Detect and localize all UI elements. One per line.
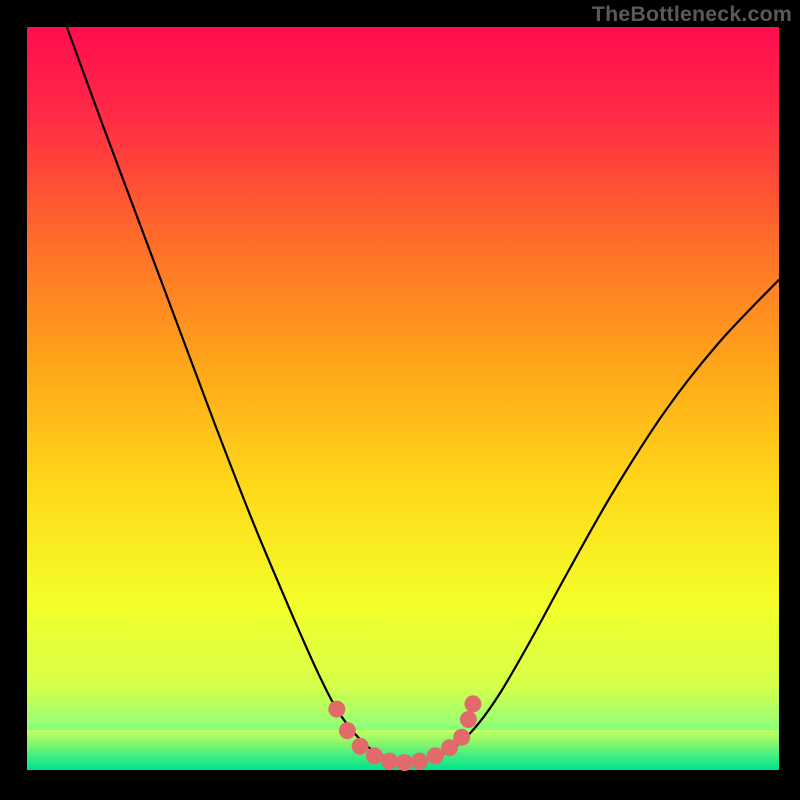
dot bbox=[464, 695, 481, 712]
stripe bbox=[27, 732, 779, 734]
chart-gradient-panel bbox=[27, 27, 779, 770]
dot bbox=[411, 753, 428, 770]
dot bbox=[427, 747, 444, 764]
stripe bbox=[27, 734, 779, 736]
dot bbox=[366, 747, 383, 764]
dot bbox=[396, 754, 413, 771]
stripe bbox=[27, 739, 779, 741]
stripe bbox=[27, 745, 779, 747]
dot bbox=[339, 722, 356, 739]
chart-stage: TheBottleneck.com bbox=[0, 0, 800, 800]
dot bbox=[381, 753, 398, 770]
dot bbox=[453, 729, 470, 746]
dot bbox=[328, 701, 345, 718]
bottleneck-curve-chart bbox=[0, 0, 800, 800]
stripe bbox=[27, 750, 779, 752]
stripe bbox=[27, 752, 779, 754]
stripe bbox=[27, 737, 779, 739]
dot bbox=[460, 711, 477, 728]
stripe bbox=[27, 748, 779, 750]
stripe bbox=[27, 730, 779, 732]
stripe bbox=[27, 741, 779, 743]
dot bbox=[352, 738, 369, 755]
stripe bbox=[27, 743, 779, 745]
watermark-text: TheBottleneck.com bbox=[592, 2, 792, 27]
